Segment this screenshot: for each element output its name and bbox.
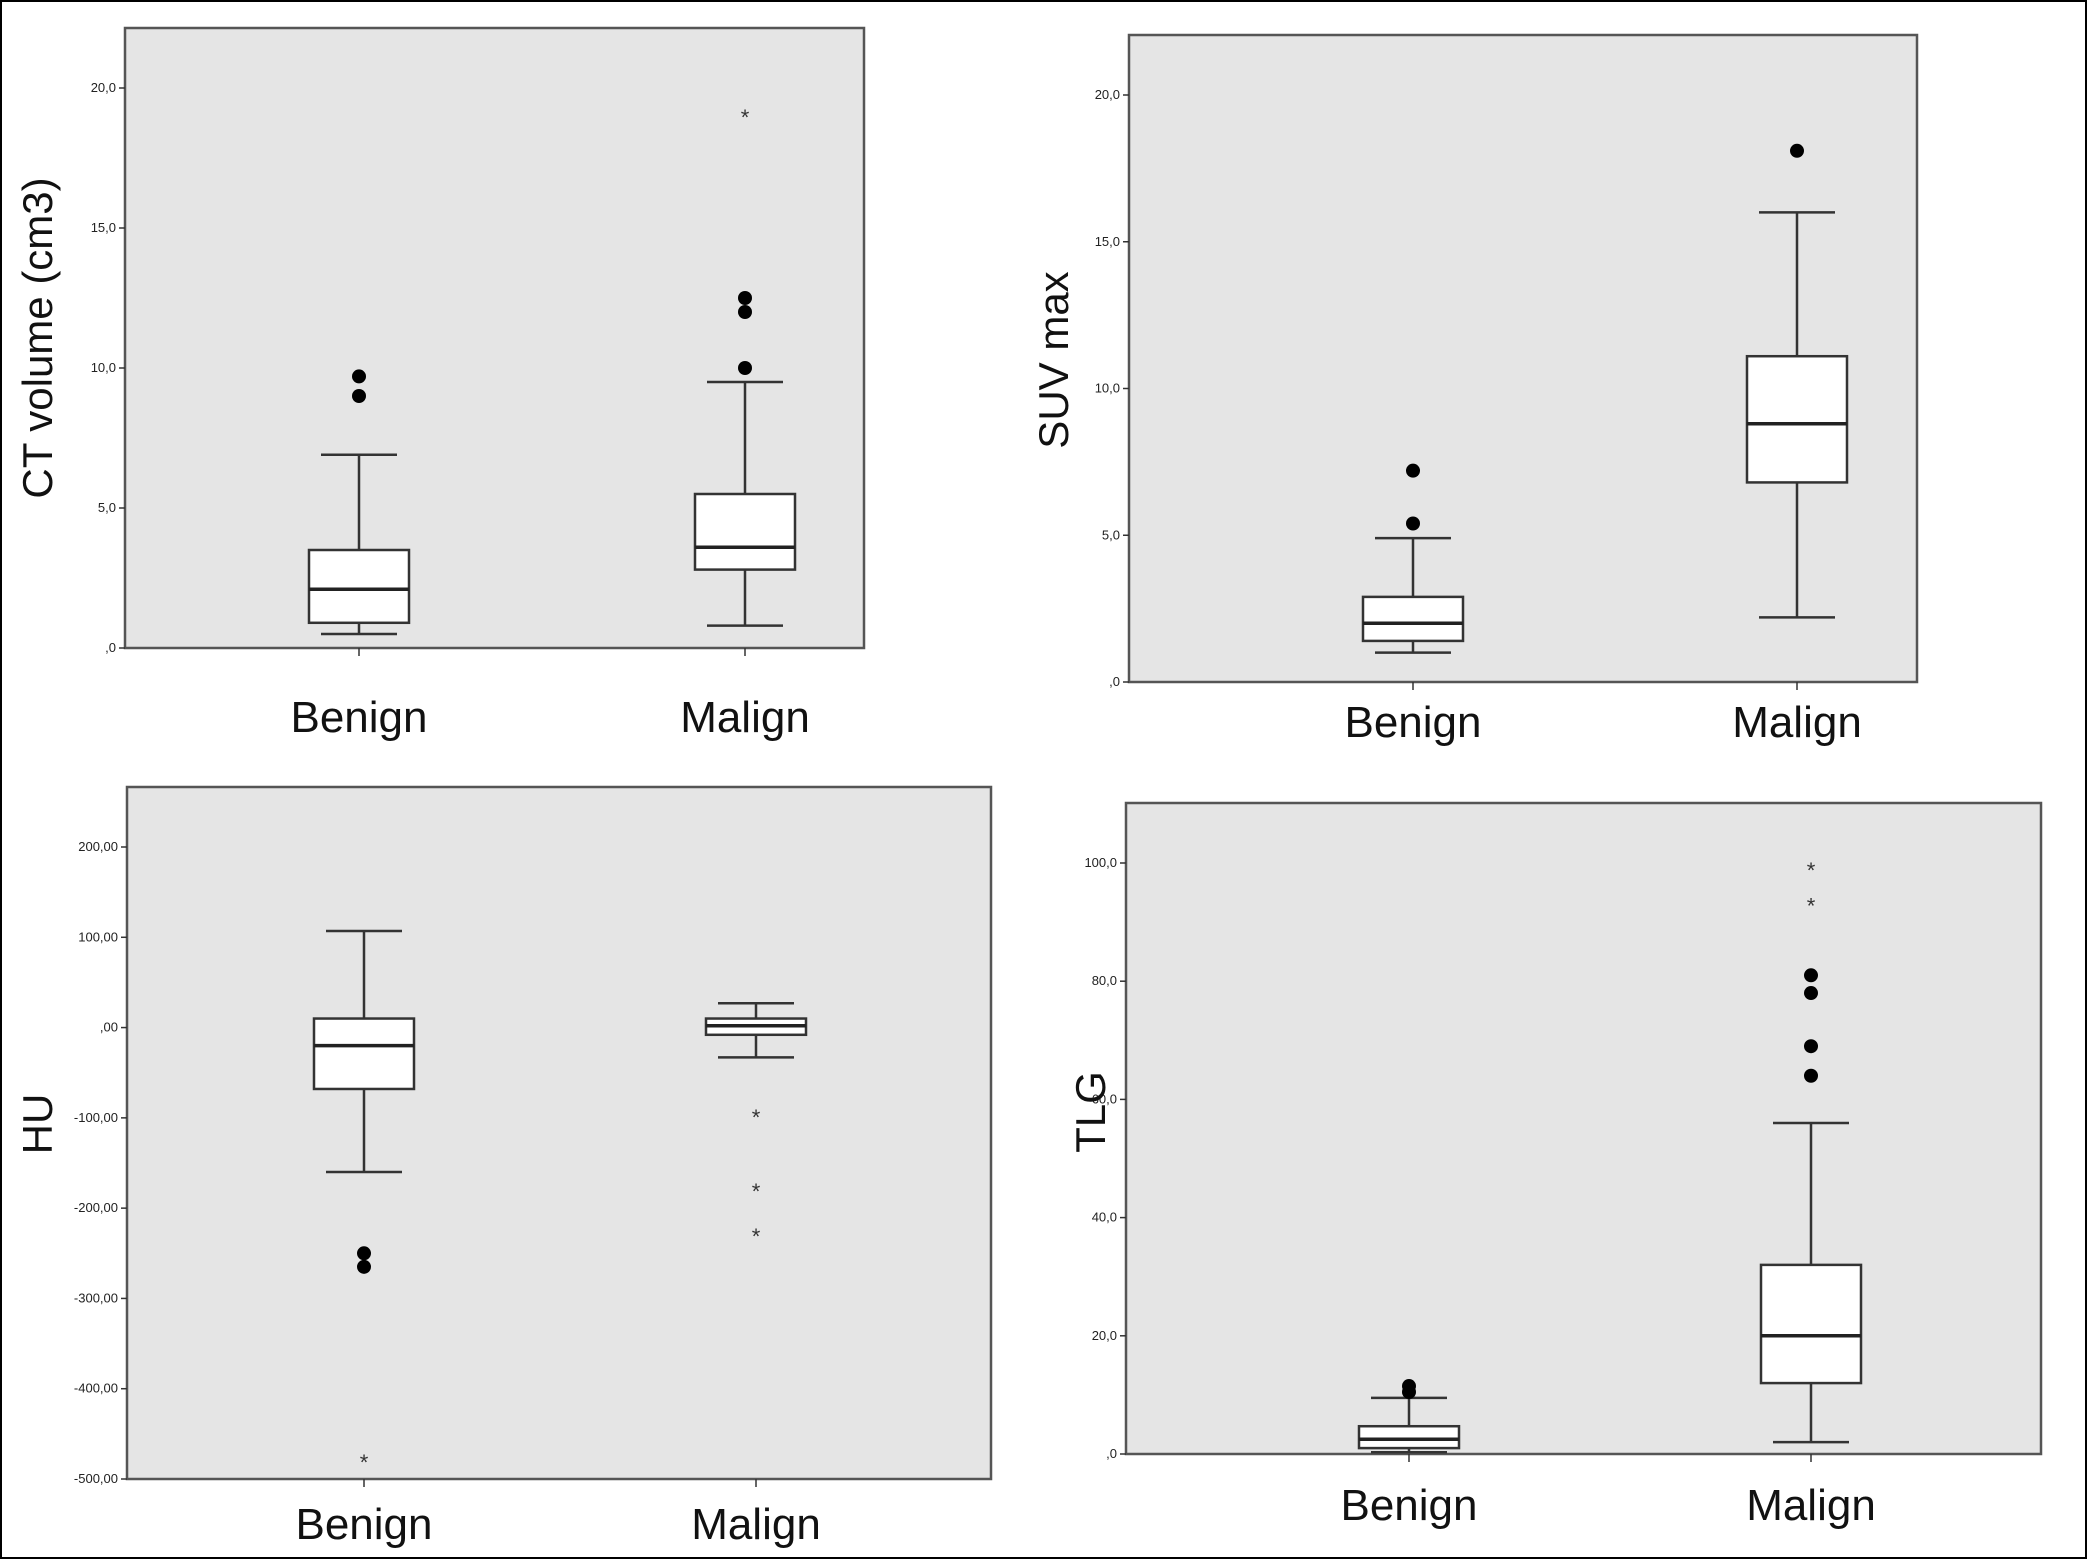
y-tick-label: 60,0 — [1092, 1091, 1117, 1106]
x-category-label: Malign — [1732, 698, 1862, 747]
box-malign — [693, 380, 797, 627]
iqr-box — [312, 1017, 416, 1091]
y-tick-label: ,0 — [1106, 1446, 1117, 1461]
outlier-point — [1406, 516, 1420, 531]
iqr-box — [1759, 1263, 1863, 1385]
y-tick-label: -500,00 — [74, 1471, 118, 1486]
outlier-point — [1406, 463, 1420, 478]
box-benign — [1357, 1396, 1461, 1454]
y-tick-label: ,00 — [100, 1020, 118, 1035]
outlier-point — [1804, 1068, 1818, 1083]
y-tick-label: ,0 — [105, 640, 116, 655]
outlier-point — [352, 369, 366, 384]
y-axis-title: CT volume (cm3) — [14, 177, 61, 498]
y-tick-label: 10,0 — [91, 360, 116, 375]
box-malign — [704, 1001, 808, 1059]
plot-area — [125, 785, 993, 1481]
y-tick-label: 20,0 — [1092, 1328, 1117, 1343]
y-axis-title: SUV max — [1030, 271, 1077, 448]
y-tick-label: ,0 — [1109, 674, 1120, 689]
outlier-point — [357, 1246, 371, 1261]
outlier-point — [1804, 968, 1818, 983]
iqr-box — [1361, 595, 1465, 643]
y-axis-title: HU — [14, 1094, 61, 1155]
y-tick-label: 15,0 — [1095, 234, 1120, 249]
x-category-label: Benign — [295, 1500, 432, 1549]
outlier-point — [357, 1259, 371, 1274]
box-malign — [1759, 1121, 1863, 1444]
extreme-outlier-point: * — [741, 105, 750, 130]
extreme-outlier-point: * — [752, 1179, 761, 1204]
chart-panel-3: -500,00 -400,00 -300,00 -200,00 -100,00 ,00 10… — [14, 785, 993, 1549]
outlier-point — [1804, 1039, 1818, 1054]
y-tick-label: 15,0 — [91, 220, 116, 235]
box-benign — [1361, 536, 1465, 654]
outlier-point — [738, 305, 752, 319]
outlier-point — [1804, 986, 1818, 1001]
extreme-outlier-point: * — [1807, 893, 1816, 918]
outlier-point — [1402, 1384, 1416, 1399]
plot-area — [1124, 801, 2043, 1456]
extreme-outlier-point: * — [752, 1224, 761, 1249]
x-category-label: Benign — [290, 693, 427, 742]
y-tick-label: 80,0 — [1092, 973, 1117, 988]
y-tick-label: -400,00 — [74, 1381, 118, 1396]
y-tick-label: -300,00 — [74, 1290, 118, 1305]
iqr-box — [307, 548, 411, 625]
y-tick-label: -100,00 — [74, 1110, 118, 1125]
y-tick-label: 20,0 — [91, 80, 116, 95]
extreme-outlier-point: * — [752, 1105, 761, 1130]
x-category-label: Benign — [1340, 1481, 1477, 1530]
y-tick-label: 200,00 — [78, 839, 118, 854]
y-tick-label: 5,0 — [1102, 527, 1120, 542]
x-category-label: Benign — [1344, 698, 1481, 747]
chart-panel-2: ,0 5,0 10,0 15,0 20,0 SUV max Benign Malign — [1030, 33, 1919, 747]
box-benign — [312, 929, 416, 1174]
box-malign — [1745, 211, 1849, 619]
iqr-box — [693, 492, 797, 571]
extreme-outlier-point: * — [360, 1450, 369, 1475]
y-tick-label: 100,00 — [78, 929, 118, 944]
y-tick-label: 10,0 — [1095, 381, 1120, 396]
chart-panel-4: ,0 20,0 40,0 60,0 80,0 100,0 TLG Benign Malign * * — [1067, 801, 2043, 1530]
outlier-point — [738, 361, 752, 375]
y-tick-label: 20,0 — [1095, 87, 1120, 102]
extreme-outlier-point: * — [1807, 858, 1816, 883]
y-tick-label: -200,00 — [74, 1200, 118, 1215]
y-tick-label: 100,0 — [1084, 855, 1117, 870]
iqr-box — [1745, 354, 1849, 484]
outlier-point — [1790, 143, 1804, 158]
y-axis-title: TLG — [1067, 1071, 1114, 1153]
iqr-box — [1357, 1424, 1461, 1450]
y-tick-label: 40,0 — [1092, 1210, 1117, 1225]
outlier-point — [738, 291, 752, 305]
y-tick-label: 5,0 — [98, 500, 116, 515]
box-benign — [307, 453, 411, 636]
x-category-label: Malign — [680, 693, 810, 742]
chart-panel-1: ,0 5,0 10,0 15,0 20,0 CT volume (cm3) Benign Ma… — [14, 26, 866, 742]
outlier-point — [352, 389, 366, 403]
x-category-label: Malign — [1746, 1481, 1876, 1530]
x-category-label: Malign — [691, 1500, 821, 1549]
